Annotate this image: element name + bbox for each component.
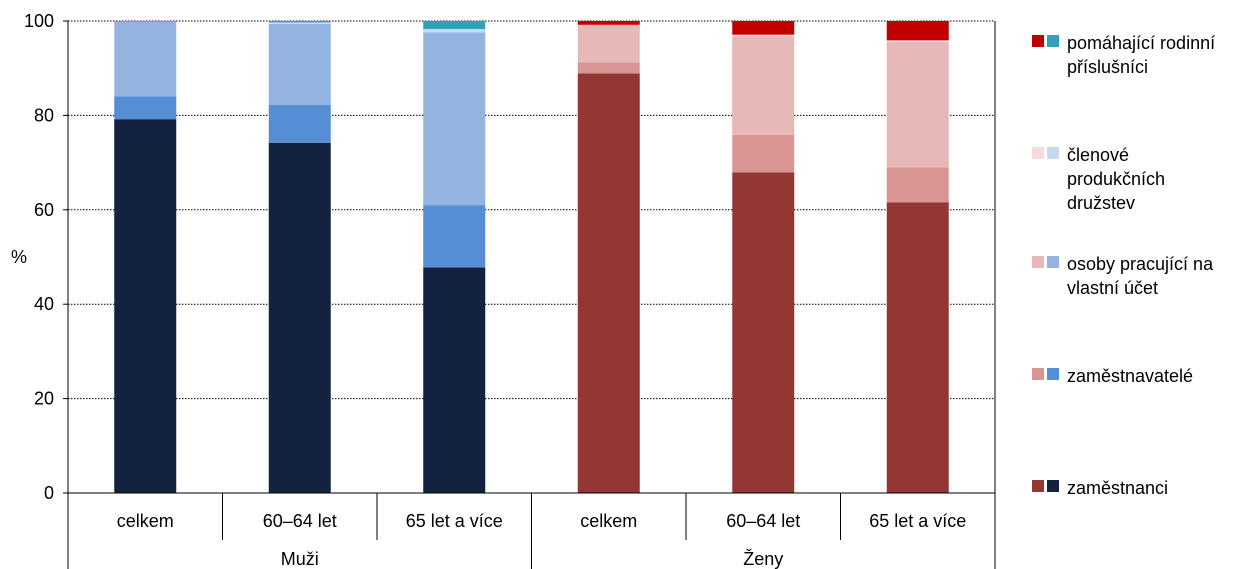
bar-segment [577,62,640,74]
bar-segment [732,36,795,135]
legend-label: zaměstnanci [1067,478,1169,498]
legend-item-pomahajici: pomáhající rodinní příslušníci [1032,31,1227,79]
group-label: Muži [281,549,319,569]
bar-segment [886,202,949,494]
legend-item-osoby: osoby pracující na vlastní účet [1032,252,1227,300]
gridlines [68,20,995,400]
bar-segment [732,134,795,173]
bar-segment [886,41,949,168]
y-tick-label: 100 [24,11,54,31]
legend-swatch-women [1032,256,1044,268]
bar-segment [114,119,177,494]
bar-segment [732,21,795,35]
legend-swatch-men [1047,35,1059,47]
bar-segment [732,34,795,37]
bar-segment [423,32,486,206]
legend-item-clenove: členové produkčních družstev [1032,143,1227,215]
bars [114,21,949,494]
y-tick-label: 0 [44,483,54,503]
bar-segment [886,40,949,42]
bar-segment [886,21,949,41]
axes [63,20,996,569]
x-tick-label: 65 let a více [406,511,503,531]
legend-swatch-men [1047,368,1059,380]
bar-segment [114,96,177,120]
group-label: Ženy [743,549,783,569]
legend-swatch-women [1032,480,1044,492]
y-tick-label: 60 [34,200,54,220]
y-axis-title: % [11,247,27,267]
x-tick-label: 65 let a více [869,511,966,531]
y-tick-label: 40 [34,294,54,314]
legend: pomáhající rodinní příslušníci členové p… [1032,0,1232,569]
bar-segment [268,22,331,24]
bar-segment [577,21,640,25]
bar-segment [423,21,486,30]
legend-swatch-men [1047,147,1059,159]
legend-swatch-women [1032,147,1044,159]
legend-item-zamestnavatele: zaměstnavatelé [1032,364,1227,388]
y-tick-label: 80 [34,105,54,125]
x-tick-label: celkem [117,511,174,531]
bar-segment [732,172,795,493]
bar-segment [886,167,949,203]
bar-segment [577,73,640,493]
bar-segment [268,142,331,493]
x-tick-label: 60–64 let [726,511,800,531]
stacked-bar-chart: 0 20 40 60 80 100 celkem 60–64 let 65 let a více… [11,11,996,569]
bar-segment [423,267,486,493]
x-tick-label: celkem [580,511,637,531]
legend-label: osoby pracující na vlastní účet [1067,254,1214,298]
bar-segment [268,23,331,106]
bar-segment [268,21,331,23]
bar-segment [268,105,331,143]
legend-swatch-men [1047,256,1059,268]
axis-labels: 0 20 40 60 80 100 celkem 60–64 let 65 let a více… [24,11,966,569]
bar-segment [423,29,486,33]
y-tick-label: 20 [34,389,54,409]
legend-label: zaměstnavatelé [1067,366,1194,386]
legend-label: členové produkčních družstev [1067,145,1166,213]
bar-segment [577,24,640,63]
bar-segment [423,205,486,268]
bar-segment [114,21,177,97]
legend-swatch-women [1032,368,1044,380]
legend-swatch-women [1032,35,1044,47]
legend-swatch-men [1047,480,1059,492]
legend-item-zamestnanci: zaměstnanci [1032,476,1227,500]
legend-label: pomáhající rodinní příslušníci [1067,33,1216,77]
x-tick-label: 60–64 let [263,511,337,531]
